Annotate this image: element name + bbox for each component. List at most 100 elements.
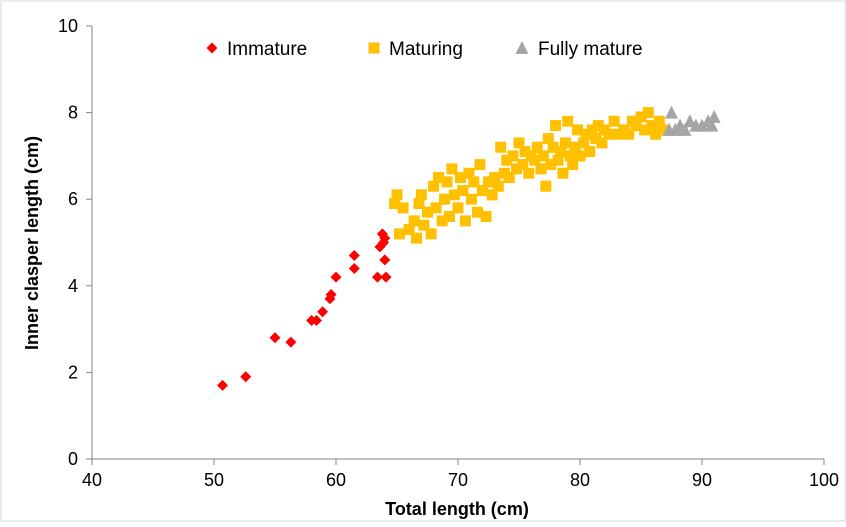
- y-tick-label: 6: [68, 189, 78, 209]
- data-point: [486, 189, 498, 201]
- legend-marker: [515, 41, 529, 54]
- data-point: [452, 202, 464, 214]
- data-point: [483, 176, 494, 188]
- data-point: [646, 120, 658, 132]
- y-axis-title: Inner clasper length (cm): [22, 136, 42, 350]
- data-point: [635, 111, 647, 123]
- data-point: [623, 128, 635, 140]
- data-point: [707, 109, 721, 123]
- y-tick-label: 8: [68, 103, 78, 123]
- data-point: [411, 232, 423, 244]
- data-point: [379, 254, 391, 266]
- data-point: [547, 141, 559, 153]
- x-tick-label: 80: [570, 470, 590, 490]
- y-tick-label: 2: [68, 362, 78, 382]
- data-point: [695, 118, 709, 132]
- data-point: [545, 159, 557, 171]
- data-point: [472, 206, 484, 218]
- data-point: [393, 228, 405, 240]
- data-point: [457, 185, 469, 197]
- data-point: [590, 133, 602, 145]
- data-point: [630, 120, 642, 132]
- data-point: [413, 198, 425, 210]
- data-point: [408, 215, 420, 227]
- data-point: [529, 154, 541, 166]
- data-point: [459, 215, 471, 227]
- data-point: [432, 172, 444, 184]
- x-tick-label: 40: [82, 470, 102, 490]
- data-point: [535, 163, 547, 175]
- x-tick-label: 100: [809, 470, 839, 490]
- data-point: [554, 146, 566, 158]
- series-maturing: [389, 107, 669, 244]
- data-point: [572, 124, 584, 136]
- data-point: [441, 176, 453, 188]
- x-tick-label: 90: [692, 470, 712, 490]
- data-point: [550, 120, 562, 132]
- data-point: [465, 193, 477, 205]
- data-point: [325, 288, 337, 300]
- data-point: [683, 114, 697, 128]
- data-point: [468, 176, 480, 188]
- data-point: [574, 150, 586, 162]
- legend-item-immature: Immature: [206, 39, 307, 60]
- data-point: [495, 141, 507, 153]
- data-point: [578, 137, 590, 149]
- data-point: [463, 167, 475, 179]
- data-points: [217, 105, 721, 391]
- data-point: [596, 137, 608, 149]
- x-tick-label: 70: [448, 470, 468, 490]
- data-point: [657, 124, 669, 136]
- data-point: [552, 154, 564, 166]
- data-point: [513, 137, 525, 149]
- legend-marker: [206, 42, 218, 54]
- data-point: [559, 137, 571, 149]
- data-point: [542, 133, 554, 145]
- data-point: [523, 167, 535, 179]
- data-point: [511, 163, 523, 175]
- x-axis-title: Total length (cm): [385, 499, 529, 519]
- data-point: [415, 189, 427, 201]
- legend-marker: [368, 42, 380, 54]
- data-point: [603, 128, 615, 140]
- data-point: [348, 262, 360, 274]
- data-point: [348, 249, 360, 261]
- data-point: [567, 159, 579, 171]
- data-point: [519, 146, 531, 158]
- data-point: [608, 115, 620, 127]
- data-point: [474, 159, 486, 171]
- data-point: [428, 180, 440, 192]
- data-point: [564, 150, 576, 162]
- data-point: [380, 271, 392, 283]
- data-point: [592, 120, 604, 132]
- data-point: [507, 150, 519, 162]
- data-point: [422, 206, 433, 218]
- data-point: [678, 122, 692, 136]
- data-point: [586, 124, 598, 136]
- data-point: [439, 193, 451, 205]
- x-tick-label: 50: [204, 470, 224, 490]
- data-point: [517, 159, 529, 171]
- data-point: [557, 167, 569, 179]
- data-point: [639, 124, 651, 136]
- data-point: [642, 107, 654, 119]
- data-point: [391, 189, 403, 201]
- data-point: [580, 128, 592, 140]
- data-point: [501, 154, 513, 166]
- data-point: [476, 185, 488, 197]
- data-point: [269, 332, 281, 344]
- data-point: [665, 105, 678, 119]
- data-point: [397, 202, 409, 214]
- data-point: [436, 215, 448, 227]
- data-point: [653, 115, 665, 127]
- data-point: [584, 146, 596, 158]
- data-point: [569, 141, 581, 153]
- data-point: [531, 141, 543, 153]
- data-point: [217, 379, 229, 391]
- data-point: [430, 202, 442, 214]
- legend: Immature Maturing Fully mature: [206, 39, 643, 60]
- data-point: [480, 211, 492, 223]
- data-point: [310, 314, 322, 326]
